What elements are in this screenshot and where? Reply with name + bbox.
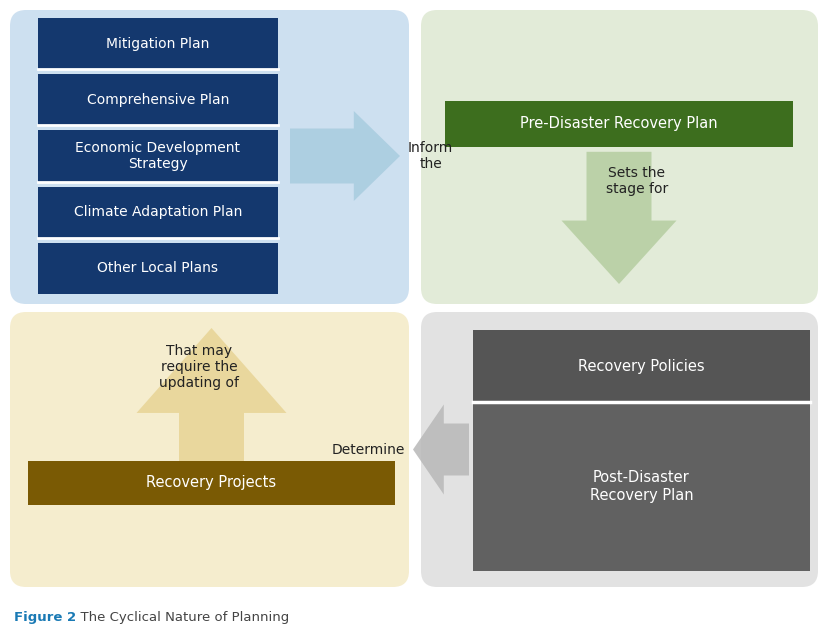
Text: The Cyclical Nature of Planning: The Cyclical Nature of Planning <box>72 611 289 623</box>
Bar <box>38 74 278 125</box>
Text: Economic Development
Strategy: Economic Development Strategy <box>75 141 240 171</box>
Bar <box>444 101 792 147</box>
Bar <box>38 187 278 238</box>
FancyBboxPatch shape <box>10 312 409 587</box>
Text: Figure 2: Figure 2 <box>14 611 76 623</box>
Text: Inform
the: Inform the <box>408 141 452 171</box>
Bar <box>38 130 278 182</box>
Bar <box>38 18 278 69</box>
Bar <box>38 243 278 294</box>
Text: Climate Adaptation Plan: Climate Adaptation Plan <box>74 205 241 219</box>
Bar <box>472 403 809 571</box>
Text: Comprehensive Plan: Comprehensive Plan <box>87 93 229 107</box>
FancyBboxPatch shape <box>10 10 409 304</box>
Text: Pre-Disaster Recovery Plan: Pre-Disaster Recovery Plan <box>519 116 717 131</box>
Polygon shape <box>561 152 676 284</box>
FancyBboxPatch shape <box>420 312 817 587</box>
Polygon shape <box>136 328 286 505</box>
Text: Sets the
stage for: Sets the stage for <box>605 166 667 196</box>
Text: Post-Disaster
Recovery Plan: Post-Disaster Recovery Plan <box>589 470 692 503</box>
Text: Determine: Determine <box>332 443 404 456</box>
Polygon shape <box>413 404 468 495</box>
Text: Other Local Plans: Other Local Plans <box>98 261 218 275</box>
Text: Mitigation Plan: Mitigation Plan <box>106 36 209 51</box>
Text: Recovery Policies: Recovery Policies <box>577 359 704 374</box>
Text: That may
require the
updating of: That may require the updating of <box>160 344 239 390</box>
Polygon shape <box>289 111 399 201</box>
FancyBboxPatch shape <box>420 10 817 304</box>
Text: Recovery Projects: Recovery Projects <box>146 475 276 490</box>
Bar <box>28 461 394 505</box>
Bar <box>472 330 809 403</box>
